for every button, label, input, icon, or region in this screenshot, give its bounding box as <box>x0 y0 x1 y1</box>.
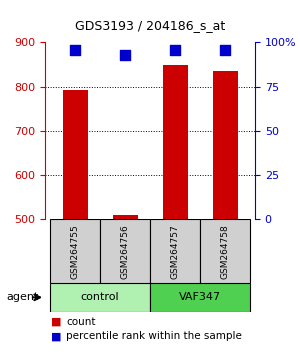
FancyBboxPatch shape <box>50 283 150 312</box>
FancyBboxPatch shape <box>50 219 100 283</box>
Point <box>73 47 77 52</box>
Text: ■: ■ <box>51 331 62 341</box>
FancyBboxPatch shape <box>150 219 200 283</box>
Point <box>172 47 177 52</box>
Text: GDS3193 / 204186_s_at: GDS3193 / 204186_s_at <box>75 19 225 32</box>
Text: GSM264755: GSM264755 <box>70 224 80 279</box>
FancyBboxPatch shape <box>100 219 150 283</box>
FancyBboxPatch shape <box>150 283 250 312</box>
Text: VAF347: VAF347 <box>179 292 221 302</box>
Bar <box>212 71 238 219</box>
FancyBboxPatch shape <box>200 219 250 283</box>
Bar <box>163 65 188 219</box>
Point <box>123 52 128 58</box>
Bar <box>112 215 137 219</box>
Bar <box>62 90 88 219</box>
Text: GSM264756: GSM264756 <box>121 224 130 279</box>
Text: control: control <box>81 292 119 302</box>
Text: count: count <box>66 317 95 327</box>
Text: GSM264758: GSM264758 <box>220 224 230 279</box>
Text: ■: ■ <box>51 317 62 327</box>
Point <box>223 47 227 52</box>
Text: percentile rank within the sample: percentile rank within the sample <box>66 331 242 341</box>
Text: GSM264757: GSM264757 <box>170 224 179 279</box>
Text: agent: agent <box>6 292 38 302</box>
